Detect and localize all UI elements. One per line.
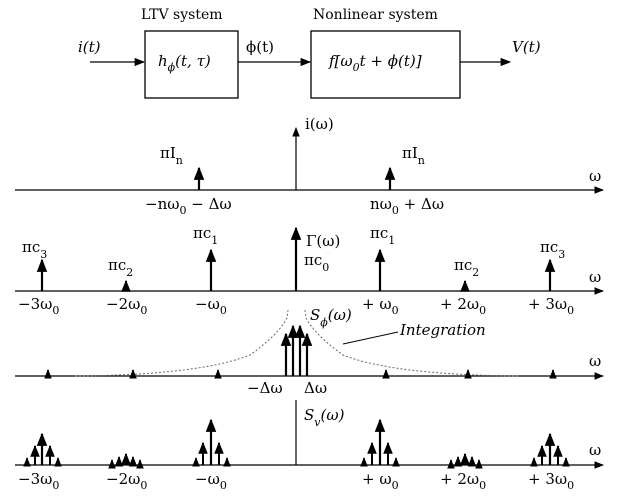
panel2-tick-plus1: + ω0 xyxy=(362,295,399,317)
panel4-tick-plus2: + 2ω0 xyxy=(440,470,486,492)
panel2-c3-right-label: πc3 xyxy=(540,238,565,261)
panel2-title: Γ(ω) xyxy=(306,232,340,250)
nonlinear-block xyxy=(310,30,461,99)
panel1-impulse-right-label: πIn xyxy=(402,144,425,167)
panel4-tick-minus3: −3ω0 xyxy=(18,470,59,492)
panel2-c3-left-label: πc3 xyxy=(22,238,47,261)
ltv-heading: LTV system xyxy=(141,7,223,23)
panel4-tick-minus1: −ω0 xyxy=(195,470,227,492)
panel2-c2-right-label: πc2 xyxy=(454,256,479,279)
panel2-tick-plus3: + 3ω0 xyxy=(528,295,574,317)
panel2-c0-label: πc0 xyxy=(304,251,329,274)
panel2-tick-minus3: −3ω0 xyxy=(18,295,59,317)
panel4-tick-plus3: + 3ω0 xyxy=(528,470,574,492)
panel1-impulse-left-label: πIn xyxy=(160,144,183,167)
panel3-density-curve-left xyxy=(74,309,289,377)
panel3-density-curve-right xyxy=(304,309,521,377)
panel2-tick-minus2: −2ω0 xyxy=(106,295,147,317)
panel3-tick-right: Δω xyxy=(304,379,327,397)
panel3-annotation: Integration xyxy=(399,321,486,339)
panel3-tick-left: −Δω xyxy=(247,379,283,397)
nonlinear-block-label: f[ω0t + ϕ(t)] xyxy=(328,52,422,74)
panel4-cluster-plus3 xyxy=(530,432,570,467)
panel2-tick-plus2: + 2ω0 xyxy=(440,295,486,317)
panel-phase-spectrum: ω Sϕ(ω) Integration −Δω Δω xyxy=(15,306,604,397)
panel2-c1-left-label: πc1 xyxy=(193,224,218,247)
panel2-c1-right-label: πc1 xyxy=(370,224,395,247)
panel4-cluster-plus2 xyxy=(447,452,483,469)
panel1-tick-left: −nω0 − Δω xyxy=(145,195,232,217)
panel4-cluster-minus3 xyxy=(23,432,62,467)
input-signal-label: i(t) xyxy=(78,38,101,56)
panel-output-spectrum: ω Sv(ω) xyxy=(15,400,604,492)
panel4-cluster-plus1 xyxy=(360,418,400,467)
ltv-block-label: hϕ(t, τ) xyxy=(158,52,211,74)
panel4-title: Sv(ω) xyxy=(304,406,345,429)
panel3-annotation-leader xyxy=(342,331,399,345)
panel3-omega-symbol: ω xyxy=(589,352,601,370)
panel2-omega-symbol: ω xyxy=(589,268,601,286)
panel3-spurs-right xyxy=(382,369,557,379)
panel4-cluster-minus2 xyxy=(108,452,144,469)
output-signal-label: V(t) xyxy=(512,38,541,56)
panel4-omega-symbol: ω xyxy=(589,441,601,459)
panel2-c2-left-label: πc2 xyxy=(108,256,133,279)
panel1-omega-symbol: ω xyxy=(589,167,601,185)
panel4-cluster-minus1 xyxy=(192,418,231,467)
panel3-spurs-left xyxy=(44,369,222,379)
panel2-tick-minus1: −ω0 xyxy=(195,295,227,317)
panel-gamma-spectrum: ω Γ(ω) πc0 πc1 πc1 πc2 πc2 πc3 πc3 −3ω0 … xyxy=(15,224,604,317)
nonlinear-heading: Nonlinear system xyxy=(313,7,438,23)
block-diagram: LTV system Nonlinear system i(t) hϕ(t, τ… xyxy=(78,7,541,99)
intermediate-signal-label: ϕ(t) xyxy=(246,38,274,56)
panel4-tick-plus1: + ω0 xyxy=(362,470,399,492)
panel1-title: i(ω) xyxy=(305,115,334,133)
panel-input-spectrum: ω i(ω) πIn πIn −nω0 − Δω nω0 + Δω xyxy=(15,115,604,217)
panel1-tick-right: nω0 + Δω xyxy=(370,195,444,217)
panel3-title: Sϕ(ω) xyxy=(310,306,352,329)
ltv-block xyxy=(144,30,239,99)
panel4-tick-minus2: −2ω0 xyxy=(106,470,147,492)
